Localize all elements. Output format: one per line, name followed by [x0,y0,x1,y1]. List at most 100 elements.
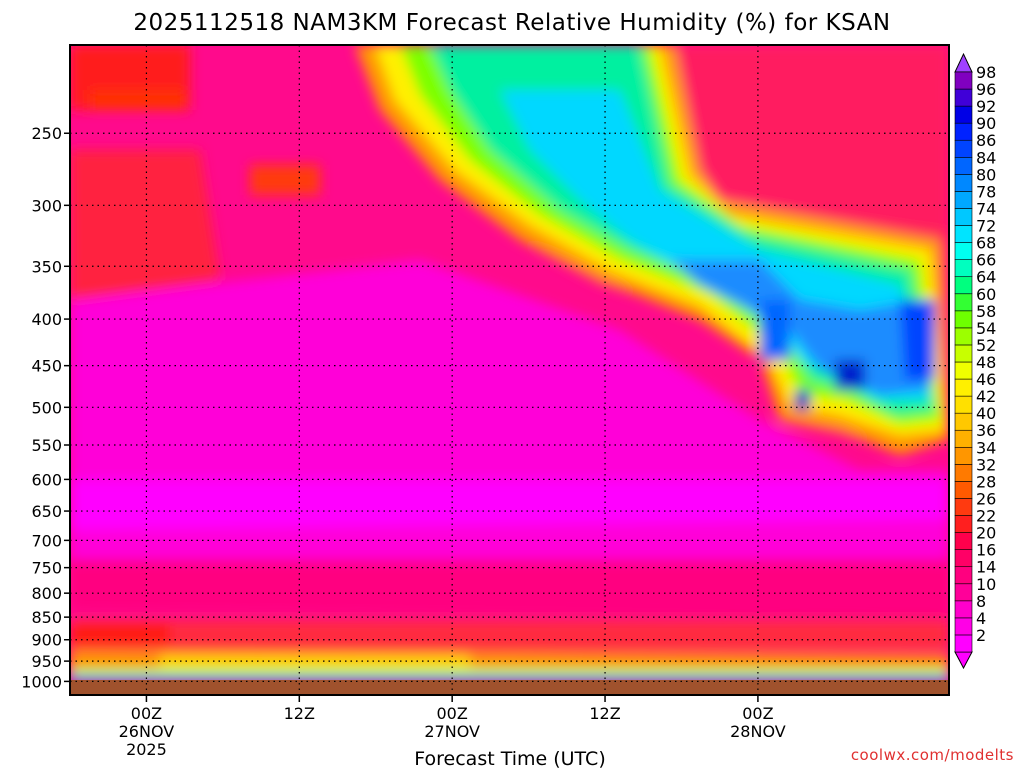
colorbar-label: 32 [976,455,996,474]
colorbar-label: 90 [976,114,996,133]
colorbar-swatch [954,310,973,329]
colorbar-swatch [954,344,973,363]
colorbar-label: 14 [976,558,996,577]
surface-band [70,680,949,695]
colorbar-label: 92 [976,97,996,116]
colorbar-label: 80 [976,165,996,184]
colorbar-swatch [954,293,973,312]
colorbar-swatch [954,156,973,175]
x-tick-label: 00Z [131,704,162,723]
colorbar-swatch [954,276,973,295]
colorbar-swatch [954,174,973,192]
colorbar-swatch [954,515,973,533]
y-axis: 250 300 350 400 450 500 550 600 650 700 750 800 850 9… [21,124,70,691]
colorbar-swatch [954,71,973,90]
colorbar-label: 34 [976,438,996,457]
colorbar-label: 4 [976,609,986,628]
colorbar-swatch [954,583,973,602]
colorbar-label: 52 [976,336,996,355]
colorbar-swatch [954,259,973,278]
colorbar-label: 74 [976,199,996,218]
x-tick-sub2: 2025 [126,740,167,759]
y-tick-label: 750 [31,559,62,578]
colorbar-label: 48 [976,353,996,372]
colorbar-swatch [954,617,973,636]
colorbar-bottom-arrow [954,651,973,670]
colorbar-label: 58 [976,302,996,321]
y-tick-label: 700 [31,531,62,550]
colorbar-swatch [954,88,973,107]
colorbar-top-arrow [954,52,973,73]
colorbar-swatch [954,208,973,226]
colorbar-label: 72 [976,217,996,236]
colorbar-swatch [954,566,973,585]
y-tick-label: 250 [31,124,62,143]
x-tick-label: 12Z [284,704,315,723]
colorbar-label: 46 [976,370,996,389]
colorbar-swatch [954,191,973,209]
colorbar-swatch [954,600,973,619]
colorbar-label: 42 [976,387,996,406]
colorbar-label: 22 [976,507,996,526]
colorbar-swatch [954,122,973,141]
colorbar-label: 64 [976,268,996,287]
x-tick-label: 00Z [742,704,773,723]
colorbar-label: 66 [976,251,996,270]
colorbar-swatch [954,464,973,482]
y-tick-label: 1000 [21,672,62,691]
x-tick-sub1: 26NOV [119,722,175,741]
colorbar-label: 36 [976,421,996,440]
colorbar-label: 10 [976,575,996,594]
colorbar-label: 40 [976,404,996,423]
colorbar-swatch [954,412,973,431]
y-tick-label: 850 [31,608,62,627]
colorbar-label: 2 [976,626,986,645]
y-tick-label: 400 [31,310,62,329]
colorbar-label: 96 [976,80,996,99]
gridlines [70,45,949,695]
colorbar-label: 84 [976,148,996,167]
colorbar: 2481014162022262832343640424648525458606… [954,52,996,670]
x-tick-sub1: 27NOV [424,722,480,741]
colorbar-swatch [954,242,973,260]
colorbar-swatch [954,446,973,465]
y-tick-label: 300 [31,196,62,215]
x-axis-label: Forecast Time (UTC) [414,748,605,768]
colorbar-swatch [954,139,973,158]
colorbar-label: 54 [976,319,996,338]
colorbar-swatch [954,549,973,568]
chart-title: 2025112518 NAM3KM Forecast Relative Humi… [133,10,890,36]
colorbar-label: 86 [976,131,996,150]
colorbar-swatch [954,532,973,550]
colorbar-label: 16 [976,541,996,560]
plot-frame [69,44,950,696]
colorbar-swatch [954,225,973,243]
colorbar-label: 98 [976,63,996,82]
colorbar-label: 28 [976,472,996,491]
colorbar-swatch [954,498,973,516]
colorbar-swatch [954,361,973,380]
colorbar-swatch [954,105,973,124]
x-tick-sub1: 28NOV [730,722,786,741]
y-tick-label: 800 [31,584,62,603]
credit-text: coolwx.com/modelts [851,746,1014,764]
x-tick-label: 12Z [589,704,620,723]
colorbar-swatch [954,481,973,499]
colorbar-label: 26 [976,489,996,508]
x-tick-label: 00Z [437,704,468,723]
y-tick-label: 550 [31,436,62,455]
y-tick-label: 500 [31,398,62,417]
colorbar-swatch [954,327,973,346]
colorbar-label: 78 [976,182,996,201]
y-tick-label: 950 [31,652,62,671]
y-tick-label: 600 [31,470,62,489]
colorbar-label: 68 [976,234,996,253]
colorbar-swatch [954,429,973,448]
colorbar-swatch [954,378,973,397]
colorbar-label: 20 [976,524,996,543]
colorbar-label: 8 [976,592,986,611]
y-tick-label: 450 [31,357,62,376]
colorbar-label: 60 [976,285,996,304]
